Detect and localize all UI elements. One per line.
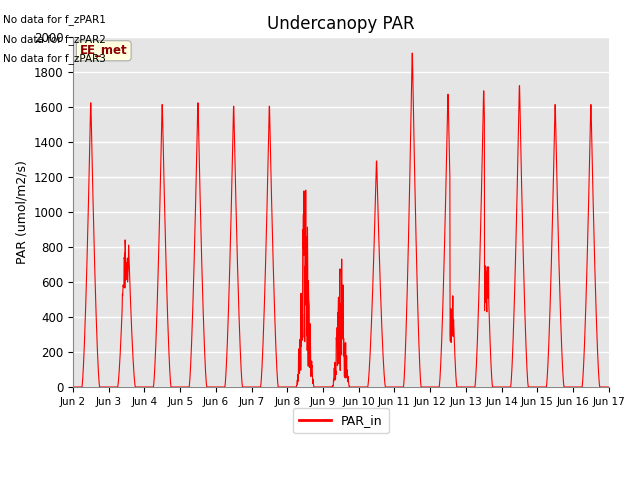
Title: Undercanopy PAR: Undercanopy PAR: [267, 15, 415, 33]
Text: EE_met: EE_met: [80, 44, 127, 57]
Text: No data for f_zPAR2: No data for f_zPAR2: [3, 34, 106, 45]
Text: No data for f_zPAR1: No data for f_zPAR1: [3, 14, 106, 25]
Text: No data for f_zPAR3: No data for f_zPAR3: [3, 53, 106, 64]
Y-axis label: PAR (umol/m2/s): PAR (umol/m2/s): [15, 160, 28, 264]
Legend: PAR_in: PAR_in: [293, 408, 388, 433]
